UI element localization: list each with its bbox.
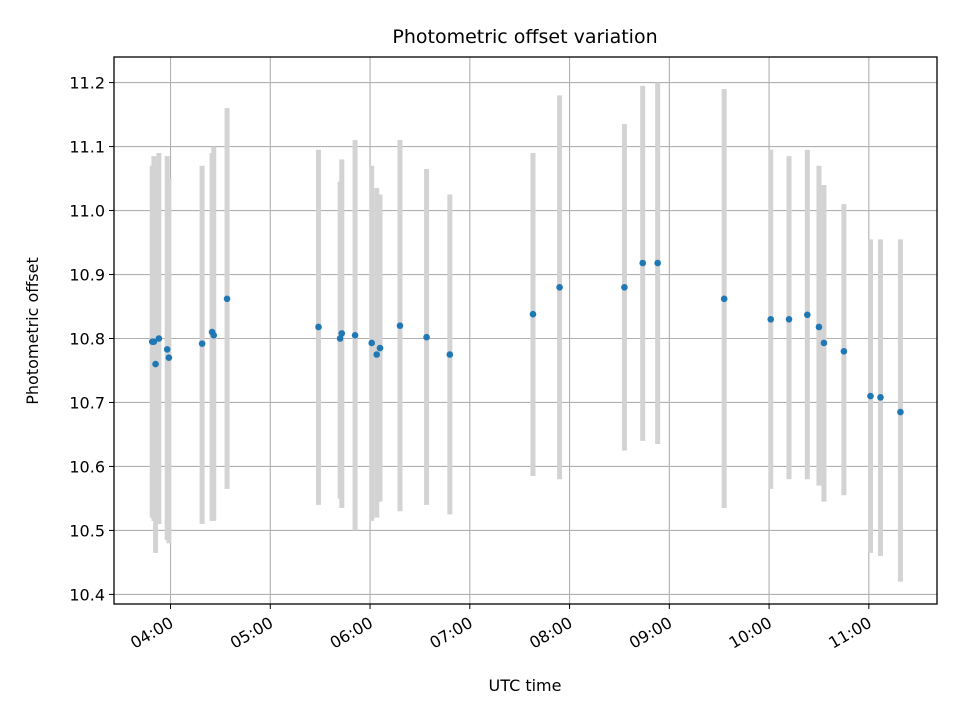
data-point [446,351,454,358]
data-point [315,323,322,331]
y-tick-label: 10.4 [69,585,105,604]
data-point [368,339,376,347]
data-point [376,344,384,352]
data-point [820,339,828,347]
data-point [529,310,537,318]
y-tick-label: 11.2 [69,74,105,93]
data-point [338,330,346,337]
y-axis: 10.4 10.5 10.6 10.7 10.8 10.9 11.0 11.1 11.2 [69,74,114,604]
data-point [840,347,848,355]
data-point [210,331,218,339]
data-point [198,340,206,347]
data-point [163,346,171,353]
data-point [152,360,159,368]
y-tick-label: 10.6 [69,457,105,476]
y-tick-label: 10.7 [69,393,105,412]
data-point [423,333,430,341]
chart-title: Photometric offset variation [392,26,657,48]
data-point [897,408,904,416]
data-point [621,284,628,291]
data-point [155,335,163,342]
data-point [373,351,380,358]
grid [114,57,937,604]
data-point [150,338,158,345]
data-point [336,335,344,342]
data-point [785,316,793,323]
y-tick-label: 10.8 [69,329,105,348]
data-point [767,316,775,323]
plot-frame [113,56,938,605]
data-point [720,295,728,303]
data-point [654,259,661,267]
data-point [867,392,874,400]
data-point [815,323,823,331]
data-point [351,331,359,339]
y-tick-label: 10.9 [69,266,105,285]
data-point [165,354,173,361]
y-axis-label: Photometric offset [23,257,42,405]
data-point [804,311,811,319]
y-tick-label: 11.1 [69,138,105,157]
data-point [639,259,647,267]
data-point [223,295,231,303]
y-tick-label: 10.5 [69,521,105,540]
data-point [556,284,563,291]
y-tick-label: 11.0 [69,202,105,221]
data-point [877,394,884,401]
data-points [148,259,904,416]
x-axis-label: UTC time [489,676,562,695]
data-point [396,322,404,330]
